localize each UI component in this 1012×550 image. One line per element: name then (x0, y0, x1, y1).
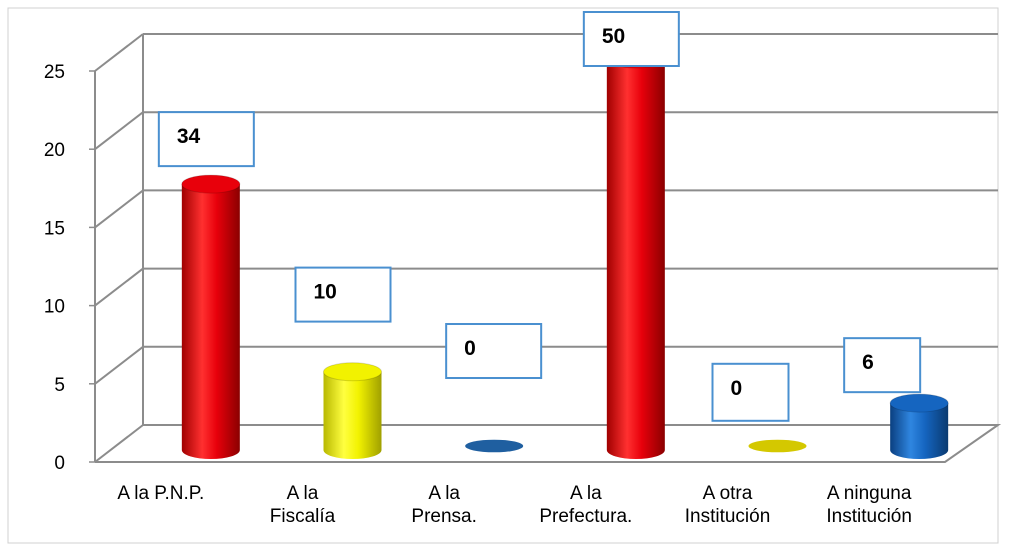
y-tick-label: 10 (44, 297, 65, 318)
data-label-box (294, 266, 392, 323)
gridline-depth (94, 346, 144, 385)
gridline-depth (94, 111, 144, 150)
x-tick-label: A otra Institución (685, 483, 771, 527)
axes: 0 5 10 15 20 25 (44, 34, 1002, 474)
data-label: 0 (445, 323, 543, 380)
data-label-text: 0 (464, 337, 476, 360)
data-label-box (445, 323, 543, 380)
data-label-box (157, 111, 255, 168)
y-tick-label: 20 (44, 140, 65, 161)
gridline-depth (94, 424, 144, 463)
y-tick-label: 5 (54, 375, 65, 396)
gridline-depth (94, 189, 144, 229)
data-label-text: 50 (602, 25, 625, 48)
bar-top (181, 174, 241, 194)
bar-body (890, 403, 949, 459)
data-label: 6 (843, 337, 922, 394)
bar-5 (748, 439, 807, 453)
data-label: 0 (711, 362, 790, 422)
bar-1 (181, 174, 241, 459)
data-label-box (843, 337, 922, 394)
bar-body (606, 59, 665, 459)
bar-4 (606, 49, 666, 459)
data-label: 10 (294, 266, 392, 323)
bar-top (889, 393, 949, 413)
bar-2 (323, 362, 382, 459)
data-label-box (582, 11, 680, 67)
data-label: 50 (582, 11, 680, 67)
y-tick-label: 25 (44, 62, 65, 83)
chart-frame (7, 7, 999, 544)
bar-flat (748, 439, 807, 453)
y-tick-label: 0 (54, 453, 65, 474)
gridline-depth (94, 33, 144, 72)
bar-3 (465, 439, 524, 453)
bar-body (181, 184, 240, 459)
bars (181, 49, 949, 459)
gridline-depth (94, 267, 144, 307)
bar-body (323, 371, 382, 459)
data-label-text: 6 (862, 351, 874, 374)
data-label: 34 (157, 111, 255, 168)
data-label-text: 10 (314, 281, 337, 304)
data-label-text: 0 (731, 377, 743, 400)
x-tick-label: A la P.N.P. (117, 483, 204, 504)
x-tick-label: A ninguna Institución (826, 483, 912, 527)
data-label-text: 34 (177, 125, 201, 148)
floor (95, 424, 1002, 463)
category-labels: A la P.N.P. A la Fiscalía A la Prensa. A la Pr… (117, 483, 912, 527)
bar-top (323, 362, 382, 382)
y-tick-label: 15 (44, 218, 65, 239)
bar-6 (889, 393, 949, 459)
bar-flat (465, 439, 524, 453)
x-tick-label: A la Prensa. (411, 483, 476, 527)
x-tick-label: A la Prefectura. (539, 483, 632, 527)
data-label-box (711, 362, 790, 422)
x-tick-label: A la Fiscalía (270, 483, 336, 527)
